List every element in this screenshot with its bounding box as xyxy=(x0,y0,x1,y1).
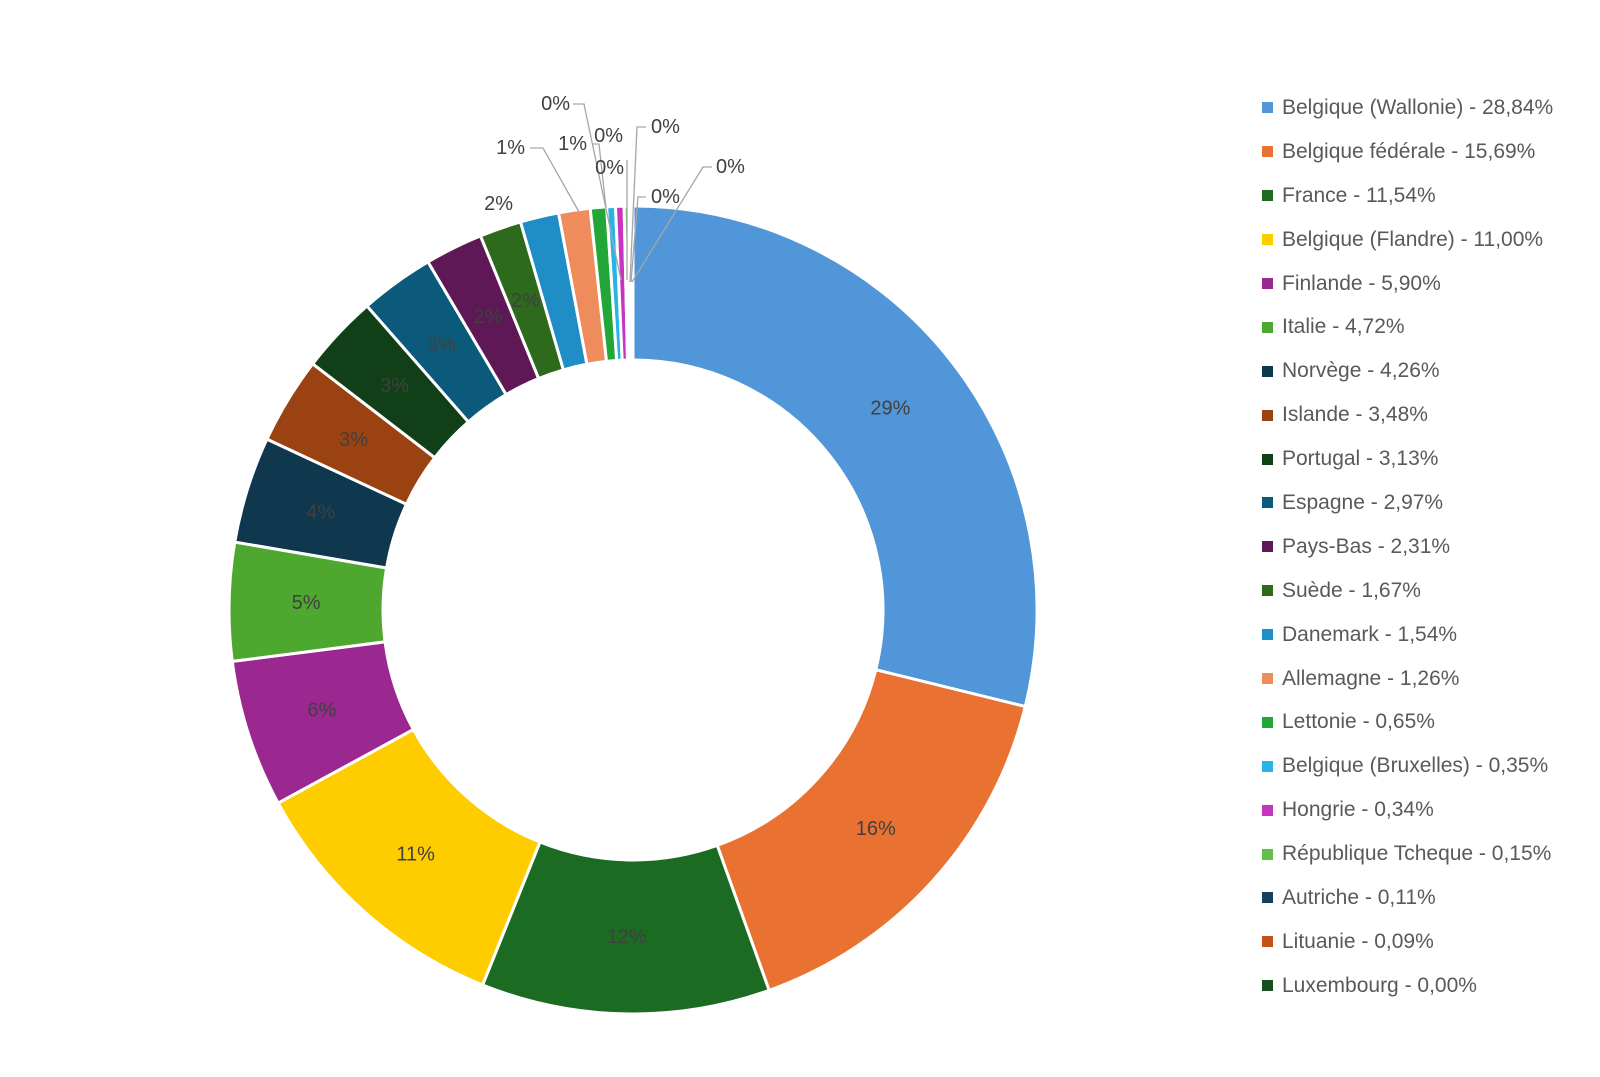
legend-label: Belgique fédérale - 15,69% xyxy=(1282,139,1536,163)
leader-line-autriche xyxy=(629,126,646,283)
legend-swatch-icon xyxy=(1262,760,1273,772)
data-label-islande: 3% xyxy=(339,429,368,451)
legend-label: Italie - 4,72% xyxy=(1282,315,1405,339)
legend-swatch-icon xyxy=(1262,102,1273,114)
leader-line-belgique-bruxelles xyxy=(573,103,622,281)
legend-item-lettonie: Lettonie - 0,65% xyxy=(1262,700,1553,744)
legend-label: Allemagne - 1,26% xyxy=(1282,666,1460,690)
data-label-hongrie: 0% xyxy=(594,125,623,147)
legend-swatch-icon xyxy=(1262,146,1273,158)
legend-swatch-icon xyxy=(1262,892,1273,904)
legend-label: Belgique (Flandre) - 11,00% xyxy=(1282,227,1544,251)
data-label-belgique-flandre: 11% xyxy=(396,843,435,865)
legend-label: Finlande - 5,90% xyxy=(1282,271,1441,295)
legend-item-belgique-flandre: Belgique (Flandre) - 11,00% xyxy=(1262,218,1553,262)
data-label-lettonie: 1% xyxy=(558,133,587,155)
legend-label: Lituanie - 0,09% xyxy=(1282,929,1434,953)
legend-item-belgique-federale: Belgique fédérale - 15,69% xyxy=(1262,130,1553,174)
data-label-suede: 2% xyxy=(511,290,540,312)
legend-item-islande: Islande - 3,48% xyxy=(1262,393,1553,437)
data-label-norvege: 4% xyxy=(306,501,335,523)
legend-label: Hongrie - 0,34% xyxy=(1282,798,1434,822)
legend-item-portugal: Portugal - 3,13% xyxy=(1262,437,1553,481)
data-label-autriche: 0% xyxy=(651,116,680,138)
data-label-belgique-bruxelles: 0% xyxy=(541,93,570,115)
legend-label: Lettonie - 0,65% xyxy=(1282,710,1435,734)
legend-item-italie: Italie - 4,72% xyxy=(1262,305,1553,349)
leader-line-lituanie xyxy=(631,166,712,283)
legend-label: Espagne - 2,97% xyxy=(1282,490,1444,514)
data-label-france: 12% xyxy=(607,926,647,948)
legend-item-suede: Suède - 1,67% xyxy=(1262,569,1553,613)
legend-swatch-icon xyxy=(1262,409,1273,421)
legend-label: Luxembourg - 0,00% xyxy=(1282,973,1477,997)
leader-line-lettonie xyxy=(592,143,607,209)
legend-swatch-icon xyxy=(1262,804,1273,816)
legend-swatch-icon xyxy=(1262,716,1273,728)
legend-label: Portugal - 3,13% xyxy=(1282,447,1439,471)
legend-item-espagne: Espagne - 2,97% xyxy=(1262,481,1553,525)
data-label-lituanie: 0% xyxy=(716,156,745,178)
legend-item-allemagne: Allemagne - 1,26% xyxy=(1262,657,1553,701)
legend-label: Pays-Bas - 2,31% xyxy=(1282,534,1451,558)
legend-item-republique-tcheque: République Tcheque - 0,15% xyxy=(1262,832,1553,876)
donut-slices xyxy=(227,204,1039,1016)
legend-item-hongrie: Hongrie - 0,34% xyxy=(1262,788,1553,832)
legend-label: République Tcheque - 0,15% xyxy=(1282,842,1552,866)
data-label-finlande: 6% xyxy=(307,700,336,722)
legend-label: Autriche - 0,11% xyxy=(1282,885,1436,909)
leader-lines xyxy=(530,103,712,283)
legend-label: Suède - 1,67% xyxy=(1282,578,1421,602)
legend-swatch-icon xyxy=(1262,453,1273,465)
legend-swatch-icon xyxy=(1262,980,1273,992)
leader-line-luxembourg xyxy=(630,196,646,283)
legend: Belgique (Wallonie) - 28,84% Belgique féd… xyxy=(1262,86,1553,1008)
leader-line-allemagne xyxy=(530,147,580,213)
data-label-pays-bas: 2% xyxy=(473,306,502,328)
data-label-luxembourg: 0% xyxy=(651,186,680,208)
legend-swatch-icon xyxy=(1262,365,1273,377)
data-label-danemark: 2% xyxy=(484,193,513,215)
legend-label: Belgique (Wallonie) - 28,84% xyxy=(1282,95,1554,119)
legend-item-belgique-wallonie: Belgique (Wallonie) - 28,84% xyxy=(1262,86,1553,130)
legend-swatch-icon xyxy=(1262,541,1273,553)
data-label-portugal: 3% xyxy=(380,375,409,397)
legend-item-luxembourg: Luxembourg - 0,00% xyxy=(1262,964,1553,1008)
data-label-italie: 5% xyxy=(292,592,321,614)
legend-swatch-icon xyxy=(1262,278,1273,289)
legend-swatch-icon xyxy=(1262,629,1273,641)
legend-swatch-icon xyxy=(1262,936,1273,948)
legend-swatch-icon xyxy=(1262,585,1273,597)
legend-swatch-icon xyxy=(1262,190,1273,202)
legend-item-belgique-bruxelles: Belgique (Bruxelles) - 0,35% xyxy=(1262,744,1553,788)
legend-label: Danemark - 1,54% xyxy=(1282,622,1458,646)
data-label-belgique-federale: 16% xyxy=(856,818,896,840)
legend-item-pays-bas: Pays-Bas - 2,31% xyxy=(1262,525,1553,569)
data-label-republique-tcheque: 0% xyxy=(595,157,624,179)
legend-item-danemark: Danemark - 1,54% xyxy=(1262,613,1553,657)
legend-label: Belgique (Bruxelles) - 0,35% xyxy=(1282,754,1549,778)
legend-swatch-icon xyxy=(1262,848,1273,860)
data-label-allemagne: 1% xyxy=(496,137,525,159)
legend-label: Islande - 3,48% xyxy=(1282,403,1428,427)
legend-item-autriche: Autriche - 0,11% xyxy=(1262,876,1553,920)
legend-label: France - 11,54% xyxy=(1282,183,1436,207)
legend-item-finlande: Finlande - 5,90% xyxy=(1262,262,1553,306)
slice-belgique-federale xyxy=(715,667,1028,993)
slice-belgique-wallonie xyxy=(631,204,1039,709)
legend-swatch-icon xyxy=(1262,321,1273,333)
legend-item-norvege: Norvège - 4,26% xyxy=(1262,349,1553,393)
legend-item-france: France - 11,54% xyxy=(1262,174,1553,218)
legend-label: Norvège - 4,26% xyxy=(1282,359,1440,383)
data-label-espagne: 3% xyxy=(427,334,456,356)
legend-swatch-icon xyxy=(1262,497,1273,509)
data-labels: 29% 16% 12% 11% 6% 5% 4% 3% 3% 3% 2% 2% 2% 1% 1% 0% 0% 0%… xyxy=(292,93,911,948)
legend-swatch-icon xyxy=(1262,673,1273,685)
legend-item-lituanie: Lituanie - 0,09% xyxy=(1262,920,1553,964)
data-label-belgique-wallonie: 29% xyxy=(870,397,910,419)
legend-swatch-icon xyxy=(1262,234,1273,246)
